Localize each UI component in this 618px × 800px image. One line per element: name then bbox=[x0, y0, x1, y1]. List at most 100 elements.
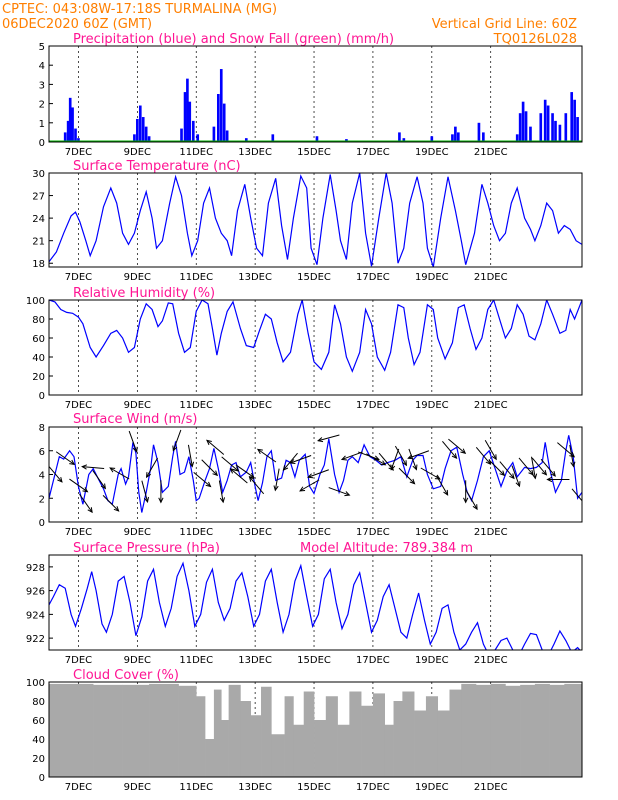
date-label: 9DEC bbox=[124, 147, 151, 158]
precip-bar bbox=[212, 126, 216, 142]
precip-bar bbox=[543, 99, 547, 142]
y-tick-label: 922 bbox=[26, 634, 45, 645]
y-tick-label: 60 bbox=[32, 334, 45, 345]
panel-cloud-cover: Cloud Cover (%) 7DEC 9DEC 11DEC 13DEC 15DEC 1… bbox=[26, 668, 583, 793]
panel-precipitation: Precipitation (blue) and Snow Fall (gree… bbox=[39, 32, 583, 158]
date-label: 19DEC bbox=[415, 147, 449, 158]
cloud-bar bbox=[549, 684, 565, 777]
cloud-bar bbox=[402, 691, 415, 777]
cloud-bar bbox=[505, 685, 521, 777]
y-tick-label: 20 bbox=[32, 372, 45, 383]
y-tick-label: 0 bbox=[39, 773, 45, 784]
y-tick-label: 8 bbox=[39, 423, 45, 434]
panel-frame bbox=[48, 299, 583, 396]
temperature-title: Surface Temperature (nC) bbox=[73, 159, 241, 174]
wind-arrow bbox=[546, 476, 570, 483]
wind-arrow bbox=[289, 455, 312, 465]
date-label: 17DEC bbox=[356, 272, 390, 283]
wind-arrow bbox=[511, 465, 521, 488]
wind-arrow bbox=[206, 439, 225, 455]
wind-arrow bbox=[109, 467, 130, 480]
date-label: 17DEC bbox=[356, 655, 390, 666]
cloud-bar bbox=[122, 684, 150, 777]
precip-bar bbox=[529, 126, 532, 142]
wind-arrow bbox=[299, 479, 320, 492]
wind-arrow bbox=[229, 468, 248, 484]
precip-bar bbox=[477, 122, 481, 142]
precip-bar bbox=[521, 101, 525, 142]
y-tick-label: 18 bbox=[32, 259, 45, 270]
y-tick-label: 100 bbox=[26, 296, 45, 307]
panel-humidity: Relative Humidity (%) 7DEC 9DEC 11DEC 13DEC… bbox=[26, 286, 583, 411]
wind-arrow bbox=[158, 480, 164, 504]
y-tick-label: 4 bbox=[39, 471, 45, 482]
wind-arrow bbox=[357, 451, 380, 461]
precip-bar bbox=[222, 103, 226, 142]
wind-arrow bbox=[81, 464, 105, 470]
panel-pressure: Surface Pressure (hPa) Model Altitude: 7… bbox=[26, 541, 583, 666]
wind-arrow bbox=[55, 451, 76, 466]
wind-arrow bbox=[273, 468, 280, 492]
precip-bar bbox=[66, 120, 70, 142]
cloud-bar bbox=[271, 734, 285, 777]
wind-arrow bbox=[442, 441, 458, 460]
date-label: 15DEC bbox=[297, 147, 331, 158]
precip-bar bbox=[570, 92, 574, 142]
wind-arrow bbox=[102, 495, 120, 512]
wind-arrow bbox=[465, 489, 478, 511]
cloud-bar bbox=[414, 710, 427, 777]
date-label: 15DEC bbox=[297, 527, 331, 538]
date-label: 19DEC bbox=[415, 272, 449, 283]
date-label: 21DEC bbox=[474, 400, 508, 411]
date-label: 11DEC bbox=[179, 272, 213, 283]
cloud-bar bbox=[325, 696, 338, 777]
wind-arrow bbox=[307, 469, 329, 479]
precip-plot: 7DEC 9DEC 11DEC 13DEC 15DEC 17DEC 19DEC 21DEC 0 1… bbox=[39, 42, 583, 158]
header-line2-left: 06DEC2020 60Z (GMT) bbox=[2, 17, 152, 32]
wind-arrow bbox=[531, 457, 548, 476]
cloud-bar bbox=[475, 684, 492, 777]
cloud-bar bbox=[149, 683, 179, 777]
series-line bbox=[49, 435, 582, 513]
wind-arrow bbox=[218, 480, 226, 504]
precip-bar bbox=[451, 134, 454, 142]
date-label: 17DEC bbox=[356, 782, 390, 793]
precip-bar bbox=[482, 132, 485, 142]
cloud-bar bbox=[314, 720, 327, 777]
y-tick-label: 2 bbox=[39, 100, 45, 111]
y-tick-label: 27 bbox=[32, 192, 45, 203]
pressure-title: Surface Pressure (hPa) bbox=[73, 541, 220, 556]
wind-title: Surface Wind (m/s) bbox=[73, 412, 197, 427]
precip-bar bbox=[188, 101, 192, 142]
cloud-bar bbox=[372, 693, 386, 777]
date-label: 11DEC bbox=[179, 655, 213, 666]
wind-arrow bbox=[475, 446, 492, 465]
cloud-bar bbox=[425, 696, 439, 777]
wind-arrow bbox=[407, 450, 430, 460]
cloud-bar bbox=[221, 720, 229, 777]
cloud-bar bbox=[534, 683, 550, 777]
precip-bar bbox=[141, 117, 145, 142]
wind-arrow bbox=[420, 467, 441, 480]
precip-bar bbox=[77, 138, 80, 142]
date-label: 11DEC bbox=[179, 147, 213, 158]
y-tick-label: 1 bbox=[39, 119, 45, 130]
precip-bar bbox=[191, 120, 195, 142]
y-tick-label: 3 bbox=[39, 80, 45, 91]
date-label: 13DEC bbox=[238, 782, 272, 793]
wind-plot: 7DEC 9DEC 11DEC 13DEC 15DEC 17DEC 19DEC 21DEC 0 2… bbox=[39, 423, 583, 538]
wind-arrow bbox=[317, 434, 340, 443]
panel-frame bbox=[48, 681, 583, 778]
precip-bar bbox=[456, 132, 460, 142]
cloud-bar bbox=[384, 724, 394, 777]
precip-bar bbox=[539, 113, 543, 142]
series-line bbox=[49, 561, 581, 650]
y-tick-label: 2 bbox=[39, 494, 45, 505]
precip-bar bbox=[244, 138, 248, 142]
y-tick-label: 24 bbox=[32, 214, 45, 225]
date-label: 9DEC bbox=[124, 527, 151, 538]
pressure-plot: 7DEC 9DEC 11DEC 13DEC 15DEC 17DEC 19DEC 21DEC 92… bbox=[26, 554, 583, 666]
precip-bar bbox=[186, 78, 189, 142]
cloud-bar bbox=[437, 710, 450, 777]
y-tick-label: 21 bbox=[32, 237, 45, 248]
